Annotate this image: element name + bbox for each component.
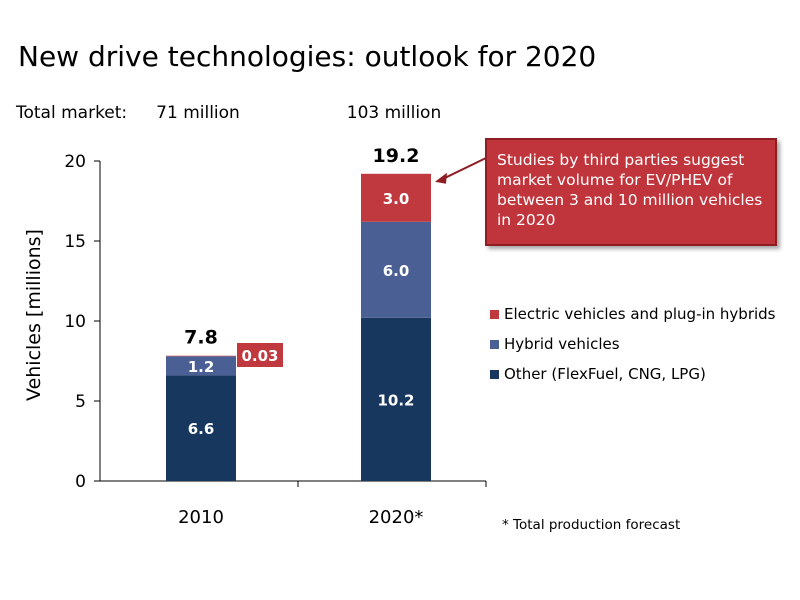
y-tick-label-10: 10	[64, 312, 86, 332]
bar-other-0	[166, 375, 236, 481]
x-label-1: 2020*	[369, 507, 424, 528]
y-tick-label-20: 20	[64, 152, 86, 172]
total-label-1: 19.2	[373, 145, 420, 167]
bar-electric-1	[361, 173, 431, 222]
legend-swatch-other	[490, 370, 499, 379]
footnote: * Total production forecast	[502, 517, 681, 533]
segment-label-hybrid-1: 6.0	[383, 262, 410, 280]
bar-hybrid-1	[361, 221, 431, 318]
segment-label-electric-0: 0.03	[241, 347, 278, 365]
legend-label-hybrid: Hybrid vehicles	[504, 335, 620, 353]
x-label-0: 2010	[178, 507, 224, 528]
bar-hybrid-0	[166, 356, 236, 376]
y-tick-label-5: 5	[75, 392, 86, 412]
y-axis-title: Vehicles [millions]	[23, 229, 45, 401]
callout-arrow-line	[440, 157, 487, 181]
legend-swatch-hybrid	[490, 340, 499, 349]
segment-label-electric-1: 3.0	[383, 190, 410, 208]
total-market-2020: 103 million	[346, 103, 442, 123]
bar-other-1	[361, 317, 431, 481]
total-market-2010: 71 million	[156, 103, 240, 123]
chart-title: New drive technologies: outlook for 2020	[18, 40, 597, 73]
segment-label-box-electric-0	[237, 343, 283, 367]
segment-label-hybrid-0: 1.2	[188, 358, 215, 376]
legend-swatch-electric	[490, 310, 499, 319]
legend-label-electric: Electric vehicles and plug-in hybrids	[504, 305, 776, 323]
total-market-label: Total market:	[16, 103, 128, 123]
total-label-0: 7.8	[184, 327, 218, 349]
callout-box: Studies by third parties suggest market …	[485, 138, 777, 246]
callout-arrow-head	[435, 172, 447, 184]
legend-label-other: Other (FlexFuel, CNG, LPG)	[504, 365, 706, 383]
segment-label-other-0: 6.6	[188, 420, 215, 438]
segment-label-other-1: 10.2	[377, 391, 414, 409]
bar-electric-0	[166, 355, 236, 357]
y-tick-label-0: 0	[75, 472, 86, 492]
y-tick-label-15: 15	[64, 232, 86, 252]
